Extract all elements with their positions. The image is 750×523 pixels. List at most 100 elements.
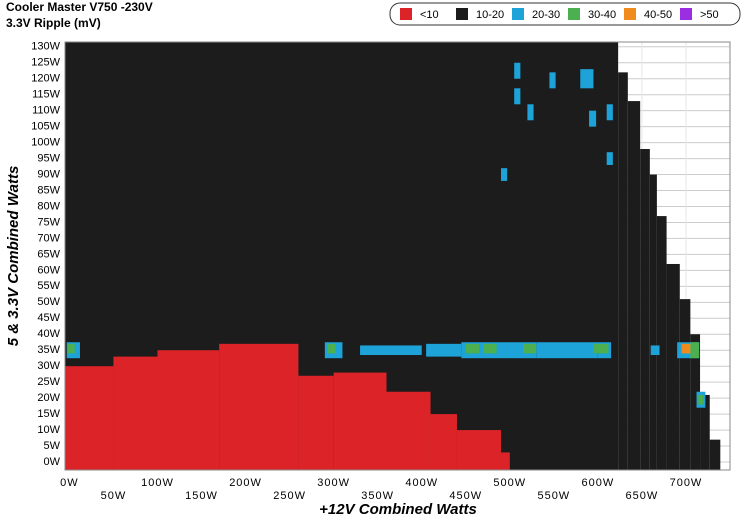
heat-cell bbox=[650, 345, 660, 356]
chart-title: Cooler Master V750 -230V bbox=[6, 0, 153, 14]
heat-cell bbox=[113, 356, 158, 470]
legend-swatch bbox=[568, 8, 580, 20]
plot-frame bbox=[64, 41, 731, 471]
heat-cell bbox=[640, 149, 650, 470]
heat-cell bbox=[527, 104, 534, 121]
y-tick-label: 125W bbox=[31, 57, 60, 69]
x-axis-label: +12V Combined Watts bbox=[319, 501, 477, 518]
heat-cell bbox=[690, 342, 700, 359]
x-tick-label: 0W bbox=[60, 477, 79, 489]
y-tick-label: 115W bbox=[32, 89, 61, 101]
heat-cell bbox=[709, 439, 721, 470]
heat-cell bbox=[700, 394, 710, 470]
heat-cell bbox=[219, 343, 299, 470]
legend-label: 10-20 bbox=[476, 9, 504, 21]
heat-cell bbox=[67, 343, 75, 354]
heat-cell bbox=[606, 104, 613, 121]
y-tick-label: 40W bbox=[37, 328, 60, 340]
x-tick-label: 250W bbox=[273, 490, 306, 502]
y-tick-label: 85W bbox=[37, 184, 60, 196]
x-tick-label: 450W bbox=[449, 490, 482, 502]
y-tick-label: 100W bbox=[31, 137, 60, 149]
y-tick-label: 80W bbox=[37, 200, 60, 212]
heat-cell bbox=[426, 343, 462, 357]
legend-swatch bbox=[512, 8, 524, 20]
heat-cell bbox=[430, 414, 457, 470]
legend-swatch bbox=[400, 8, 412, 20]
y-tick-label: 120W bbox=[31, 73, 60, 85]
y-tick-label: 110W bbox=[32, 105, 61, 117]
legend-swatch bbox=[624, 8, 636, 20]
heat-cell bbox=[500, 452, 510, 470]
y-tick-label: 30W bbox=[37, 360, 60, 372]
heat-cell bbox=[690, 334, 701, 470]
y-tick-label: 5W bbox=[44, 440, 61, 452]
heat-cell bbox=[298, 375, 334, 470]
heat-cell bbox=[523, 343, 537, 354]
heat-cell bbox=[649, 174, 657, 470]
x-tick-label: 600W bbox=[582, 477, 615, 489]
y-tick-label: 90W bbox=[37, 168, 60, 180]
heat-cell bbox=[536, 342, 598, 359]
heat-cell bbox=[483, 343, 497, 354]
y-tick-label: 50W bbox=[37, 296, 60, 308]
y-tick-label: 95W bbox=[37, 152, 60, 164]
heat-cell bbox=[580, 69, 594, 89]
x-tick-label: 700W bbox=[670, 477, 703, 489]
heat-cell bbox=[666, 263, 680, 470]
x-tick-label: 650W bbox=[626, 490, 659, 502]
heat-cell bbox=[386, 391, 431, 470]
heat-cell bbox=[589, 110, 597, 127]
heat-cell bbox=[656, 216, 667, 470]
x-tick-label: 100W bbox=[141, 477, 174, 489]
y-tick-label: 20W bbox=[37, 392, 60, 404]
heat-cell bbox=[500, 168, 508, 181]
legend-swatch bbox=[680, 8, 692, 20]
legend-label: >50 bbox=[700, 9, 719, 21]
heat-cell bbox=[679, 299, 691, 470]
legend-label: 40-50 bbox=[644, 9, 672, 21]
legend-label: 20-30 bbox=[532, 9, 560, 21]
chart-subtitle: 3.3V Ripple (mV) bbox=[6, 16, 101, 30]
y-tick-label: 35W bbox=[37, 344, 60, 356]
y-tick-label: 70W bbox=[37, 232, 60, 244]
x-tick-label: 550W bbox=[537, 490, 570, 502]
y-tick-label: 75W bbox=[37, 216, 60, 228]
heat-cell bbox=[514, 62, 521, 79]
heat-cell bbox=[514, 88, 521, 105]
x-tick-label: 500W bbox=[493, 477, 526, 489]
heat-cell bbox=[606, 152, 613, 165]
heat-cell bbox=[65, 366, 114, 470]
y-tick-label: 130W bbox=[31, 41, 60, 53]
heat-cell bbox=[549, 72, 556, 89]
heat-cell bbox=[327, 343, 336, 354]
legend-label: 30-40 bbox=[588, 9, 616, 21]
heat-cell bbox=[618, 72, 628, 470]
heat-cell bbox=[593, 343, 609, 354]
x-tick-label: 50W bbox=[101, 490, 127, 502]
y-tick-label: 10W bbox=[37, 424, 60, 436]
legend-label: <10 bbox=[420, 9, 439, 21]
heat-cell bbox=[461, 342, 537, 359]
y-tick-label: 65W bbox=[37, 248, 60, 260]
heat-cell bbox=[465, 343, 479, 354]
heat-cell bbox=[698, 394, 704, 405]
x-tick-label: 300W bbox=[317, 477, 350, 489]
heat-cell bbox=[627, 101, 641, 471]
y-tick-label: 45W bbox=[37, 312, 60, 324]
y-axis-label: 5 & 3.3V Combined Watts bbox=[5, 166, 22, 347]
y-tick-label: 0W bbox=[44, 456, 61, 468]
legend-box bbox=[389, 2, 741, 26]
heat-cell bbox=[360, 345, 422, 356]
y-tick-label: 15W bbox=[37, 408, 60, 420]
heat-cell bbox=[157, 350, 220, 470]
y-tick-label: 25W bbox=[37, 376, 60, 388]
x-tick-label: 150W bbox=[185, 490, 218, 502]
y-tick-label: 55W bbox=[37, 280, 60, 292]
x-tick-label: 200W bbox=[229, 477, 262, 489]
heat-cell bbox=[456, 430, 501, 470]
heat-cell bbox=[333, 372, 387, 470]
y-tick-label: 105W bbox=[31, 121, 60, 133]
x-tick-label: 400W bbox=[405, 477, 438, 489]
